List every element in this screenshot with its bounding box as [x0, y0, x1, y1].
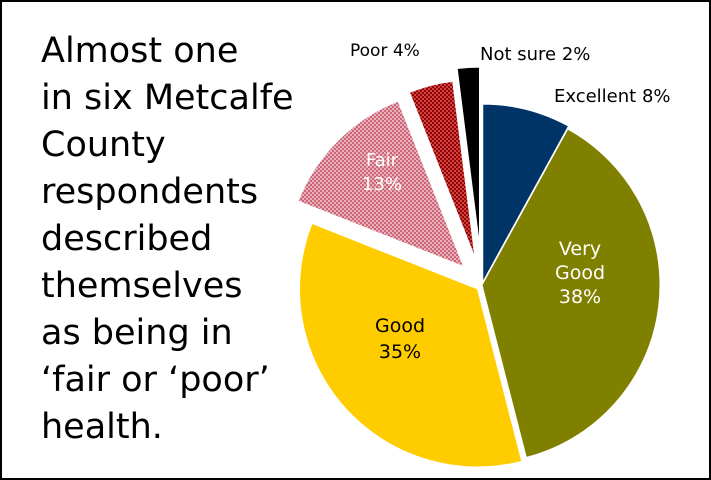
pie-slice-good — [299, 222, 523, 468]
slice-label-good: Good 35% — [375, 315, 425, 363]
pie-slice-not-sure — [456, 66, 480, 246]
slice-label-fair: Fair 13% — [362, 150, 402, 195]
headline-line: ‘fair or ‘poor’ — [41, 360, 270, 400]
pie-slice-very-good — [481, 128, 661, 459]
slice-label-line: Not sure 2% — [480, 44, 590, 65]
slice-label-line: Good — [375, 315, 425, 337]
pie-slices — [297, 66, 661, 468]
slice-label-line: Very — [559, 238, 601, 260]
slice-label-excellent: Excellent 8% — [554, 86, 671, 107]
pie-slice-poor — [408, 80, 476, 259]
slice-label-line: Good — [555, 262, 605, 284]
headline-line: described — [41, 219, 213, 259]
pie-slice-excellent — [482, 103, 570, 283]
pie-slice-fair — [297, 100, 465, 268]
slice-label-line: Fair — [366, 150, 399, 171]
slice-label-poor: Poor 4% — [350, 41, 420, 61]
slice-label-line: 13% — [362, 174, 402, 195]
slice-label-not-sure: Not sure 2% — [480, 44, 590, 65]
slice-label-line: Excellent 8% — [554, 86, 671, 107]
headline-line: in six Metcalfe — [41, 78, 294, 118]
slice-label-line: Poor 4% — [350, 41, 420, 61]
headline-line: themselves — [41, 266, 243, 306]
slice-label-line: 35% — [379, 341, 421, 363]
headline-line: as being in — [41, 313, 233, 353]
slice-label-line: 38% — [559, 286, 601, 308]
headline-text: Almost one in six Metcalfe County responden… — [41, 28, 331, 451]
headline-line: County — [41, 125, 166, 165]
headline-line: respondents — [41, 172, 259, 212]
headline-line: Almost one — [41, 31, 239, 71]
pie-labels: Excellent 8%Very Good 38%Good 35%Fair 13%Poo… — [350, 41, 671, 363]
headline-line: health. — [41, 407, 163, 447]
slice-label-very-good: Very Good 38% — [555, 238, 605, 308]
